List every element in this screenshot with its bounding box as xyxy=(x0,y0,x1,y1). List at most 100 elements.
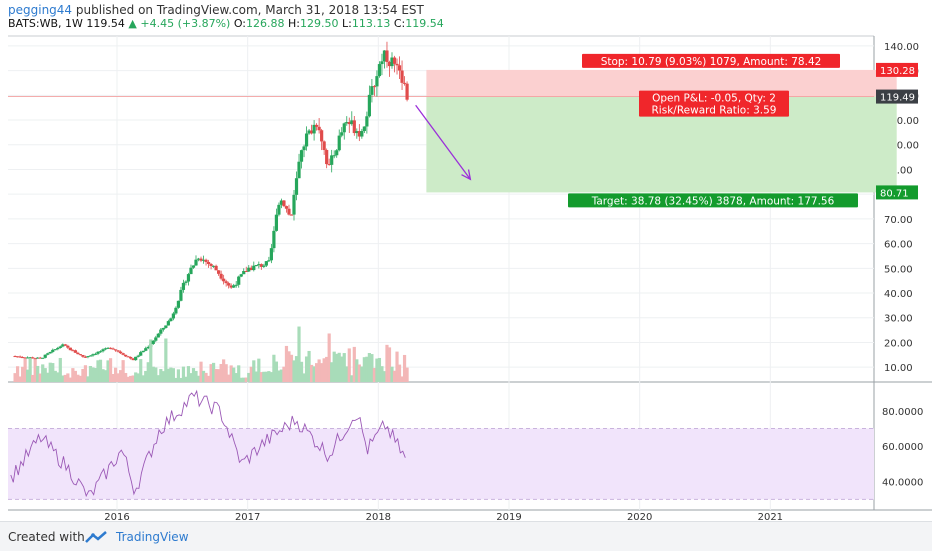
volume-bar xyxy=(196,375,201,382)
tradingview-logo-icon xyxy=(85,531,107,543)
volume-bar xyxy=(96,360,100,382)
target-price-tag-text: 80.71 xyxy=(880,188,909,199)
candle-body xyxy=(36,357,40,359)
candle-body xyxy=(357,131,361,137)
volume-bar xyxy=(121,360,125,382)
candle-body xyxy=(397,65,402,71)
candle-body xyxy=(365,116,369,127)
candle-body xyxy=(269,248,273,261)
volume-bar xyxy=(380,366,384,382)
change-value: +4.45 (+3.87%) xyxy=(140,17,231,30)
candle-body xyxy=(103,348,108,350)
candle-body xyxy=(345,122,349,124)
candle-body xyxy=(380,61,384,65)
pnl-label-text: Risk/Reward Ratio: 3.59 xyxy=(652,105,777,117)
open-value: 126.88 xyxy=(246,17,285,30)
volume-bar xyxy=(224,364,228,382)
volume-bar xyxy=(28,358,32,382)
author-username[interactable]: pegging44 xyxy=(8,3,73,17)
candle-body xyxy=(247,267,251,272)
volume-bar xyxy=(191,368,196,382)
volume-bar xyxy=(73,370,77,382)
candle-body xyxy=(355,131,359,134)
candle-body xyxy=(194,259,198,266)
candle-body xyxy=(239,274,243,277)
volume-bar xyxy=(267,371,271,382)
candle-body xyxy=(191,265,196,268)
volume-bar xyxy=(264,371,268,382)
volume-bar xyxy=(171,368,175,382)
candle-body xyxy=(402,82,407,84)
volume-bar xyxy=(18,376,22,382)
rsi-tick-label: 60.0000 xyxy=(882,442,923,453)
candle-body xyxy=(297,161,301,179)
volume-bar xyxy=(211,362,216,382)
candle-body xyxy=(38,357,42,359)
candle-body xyxy=(78,354,83,356)
price-tick-label: 40.00 xyxy=(884,289,913,300)
candle-body xyxy=(166,321,170,326)
volume-bar xyxy=(317,359,321,382)
candle-body xyxy=(199,258,203,261)
volume-bar xyxy=(304,356,309,382)
volume-bar xyxy=(397,364,402,382)
volume-bar xyxy=(179,377,183,382)
candle-body xyxy=(392,57,397,64)
volume-bar xyxy=(51,363,55,382)
volume-bar xyxy=(244,377,248,382)
candle-body xyxy=(73,350,77,353)
candle-body xyxy=(51,349,55,352)
candle-body xyxy=(88,355,93,357)
volume-bar xyxy=(297,326,301,382)
volume-bar xyxy=(68,377,72,382)
volume-bar xyxy=(312,366,316,382)
candle-body xyxy=(46,353,50,355)
candle-body xyxy=(18,356,22,358)
price-tick-label: 60.00 xyxy=(884,240,913,251)
open-label: O: xyxy=(233,17,247,30)
forecast-arrowhead xyxy=(461,169,472,181)
tradingview-brand[interactable]: TradingView xyxy=(116,530,189,544)
candle-body xyxy=(400,70,404,83)
volume-bar xyxy=(136,373,140,382)
volume-bar xyxy=(78,375,83,382)
candle-body xyxy=(284,206,289,209)
price-chart[interactable]: 2016 2017 2018 2019 2020 2021 10.00 20.00 30.00 4… xyxy=(0,0,932,521)
candle-body xyxy=(390,57,394,67)
volume-bar xyxy=(252,360,256,382)
volume-bar xyxy=(405,367,409,382)
candle-body xyxy=(340,132,344,136)
candle-body xyxy=(81,354,85,357)
candle-body xyxy=(214,265,218,271)
volume-bar xyxy=(322,358,326,382)
volume-bar xyxy=(186,366,191,382)
volume-bar xyxy=(61,375,65,382)
candle-body xyxy=(111,348,115,350)
volume-bar xyxy=(149,339,153,382)
volume-bar xyxy=(13,373,17,382)
target-label-bg xyxy=(568,193,858,208)
volume-bar xyxy=(217,369,221,382)
price-tick-label: 140.00 xyxy=(884,42,919,53)
candle-body xyxy=(252,265,256,271)
volume-bar xyxy=(337,352,341,382)
pnl-label-text: Open P&L: -0.05, Qty: 2 xyxy=(652,93,776,105)
rsi-line xyxy=(10,389,406,498)
stop-label-bg xyxy=(582,53,840,68)
price-tick-label: 70.00 xyxy=(884,215,913,226)
volume-bar xyxy=(362,357,366,382)
low-value: 113.13 xyxy=(351,17,391,30)
candle-body xyxy=(66,345,70,348)
high-label: H: xyxy=(288,17,300,30)
candle-body xyxy=(277,204,281,215)
volume-bar xyxy=(43,368,47,382)
candle-body xyxy=(352,120,356,134)
volume-bar xyxy=(159,369,163,382)
volume-bar xyxy=(299,361,304,382)
x-tick-label: 2019 xyxy=(496,512,521,521)
volume-bar xyxy=(41,364,45,382)
candle-body xyxy=(26,357,30,359)
volume-bar xyxy=(284,345,289,382)
volume-bar xyxy=(342,353,346,382)
volume-bar xyxy=(262,371,266,382)
